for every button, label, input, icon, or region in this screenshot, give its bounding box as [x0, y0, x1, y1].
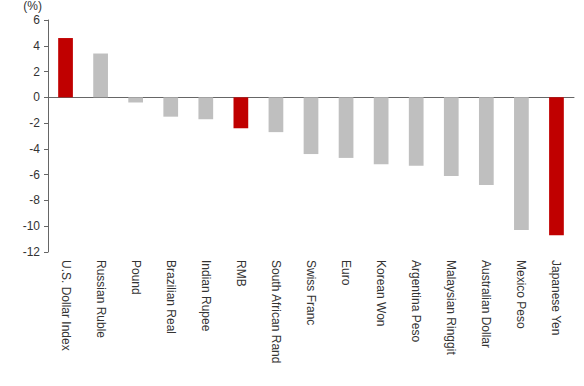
svg-text:Australian Dollar: Australian Dollar	[479, 260, 493, 348]
svg-text:U.S. Dollar Index: U.S. Dollar Index	[59, 260, 73, 351]
svg-text:Malaysian Ringgit: Malaysian Ringgit	[444, 260, 458, 355]
svg-text:-10: -10	[23, 219, 41, 233]
svg-text:6: 6	[33, 13, 40, 27]
svg-text:Korean Won: Korean Won	[374, 260, 388, 327]
svg-text:Argentina Peso: Argentina Peso	[409, 260, 423, 342]
svg-text:-8: -8	[29, 193, 40, 207]
svg-text:Russian Ruble: Russian Ruble	[94, 260, 108, 338]
svg-text:RMB: RMB	[234, 260, 248, 287]
svg-text:-12: -12	[23, 245, 41, 259]
svg-text:Swiss Franc: Swiss Franc	[304, 260, 318, 325]
svg-text:0: 0	[33, 90, 40, 104]
svg-text:-6: -6	[29, 168, 40, 182]
svg-text:South African Rand: South African Rand	[269, 260, 283, 363]
svg-text:Japanese Yen: Japanese Yen	[549, 260, 563, 335]
svg-text:Pound: Pound	[129, 260, 143, 295]
svg-text:(%): (%)	[23, 0, 42, 13]
svg-text:Indian Rupee: Indian Rupee	[199, 260, 213, 332]
svg-text:-2: -2	[29, 116, 40, 130]
svg-text:4: 4	[33, 39, 40, 53]
svg-text:2: 2	[33, 65, 40, 79]
svg-text:Mexico Peso: Mexico Peso	[514, 260, 528, 329]
svg-text:Euro: Euro	[339, 260, 353, 286]
svg-text:-4: -4	[29, 142, 40, 156]
svg-text:Brazilian Real: Brazilian Real	[164, 260, 178, 334]
